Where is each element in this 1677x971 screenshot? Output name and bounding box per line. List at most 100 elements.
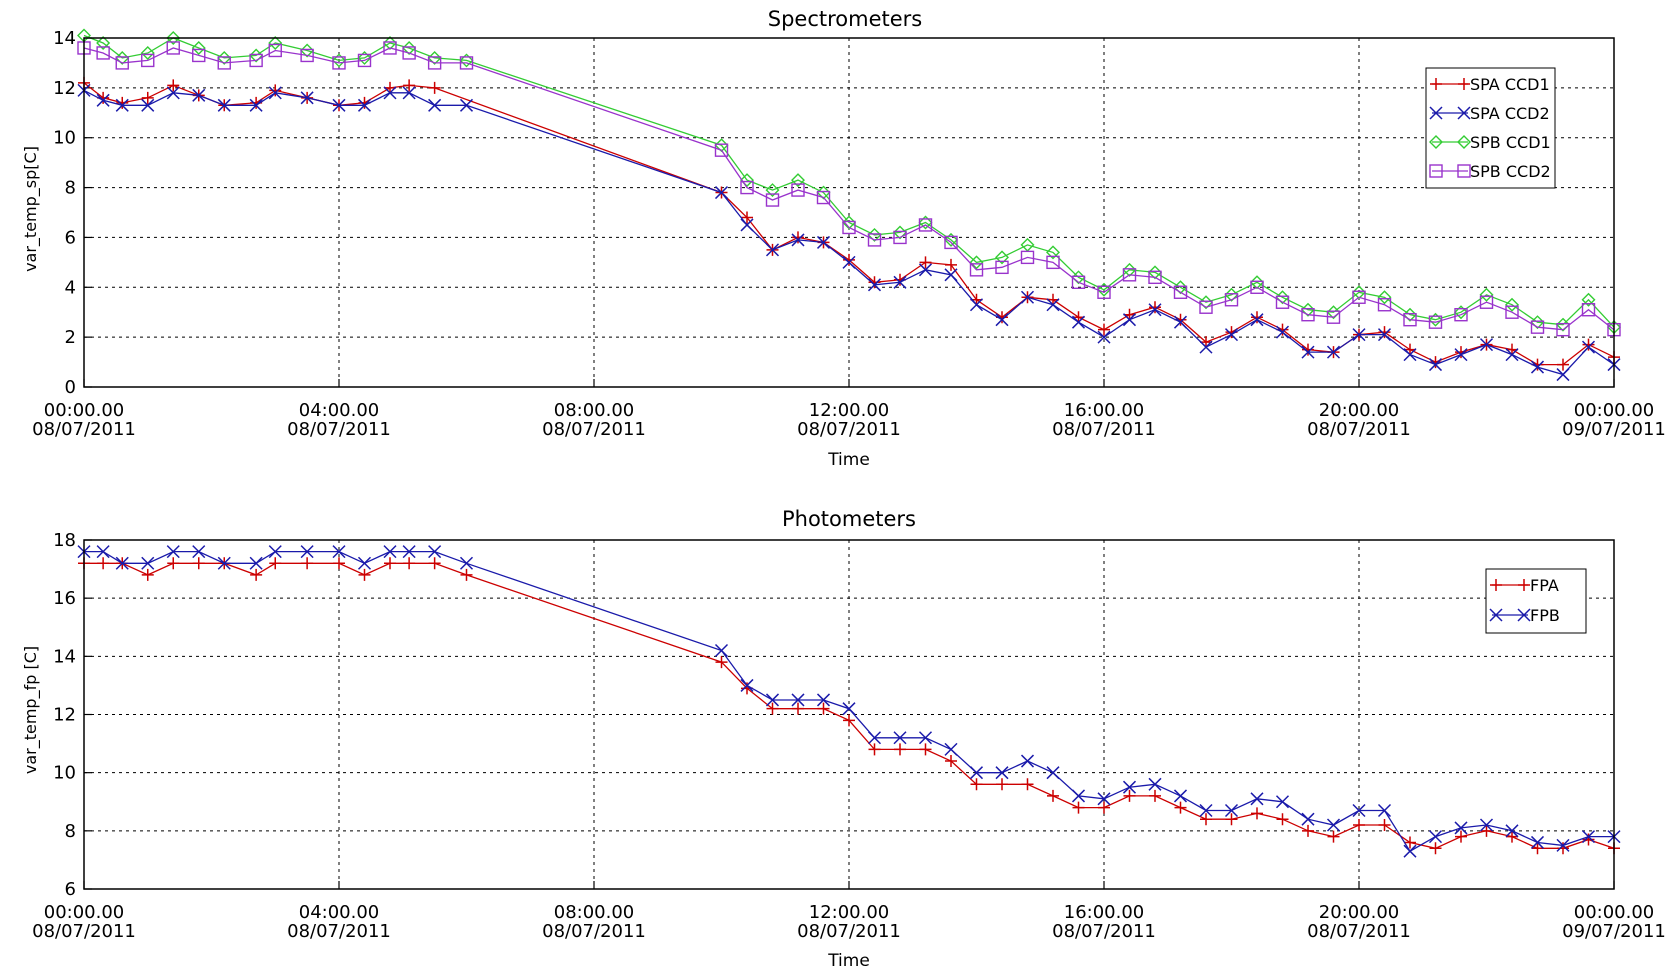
data-point (1020, 754, 1035, 768)
data-point (715, 656, 728, 669)
data-point (1224, 287, 1239, 302)
data-point (96, 93, 110, 107)
data-point (166, 545, 180, 559)
y-tick-label: 10 (53, 128, 76, 149)
data-point (428, 545, 442, 559)
data-point (1046, 766, 1060, 780)
x-axis-label: Time (827, 450, 870, 470)
data-point (1327, 830, 1340, 843)
data-point (714, 143, 729, 157)
data-point (249, 98, 263, 112)
x-tick-date: 08/07/2011 (32, 419, 136, 440)
legend-item: FPA (1490, 576, 1559, 595)
data-point (765, 243, 780, 257)
data-point (250, 568, 263, 581)
legend-marker (1457, 106, 1471, 120)
data-point (765, 193, 780, 207)
legend-item: SPB CCD1 (1429, 133, 1551, 152)
data-point (1199, 295, 1213, 310)
spectrometers-panel: Spectrometers var_temp_sp[C] Time 00:00.… (21, 7, 1666, 470)
data-point (1097, 282, 1111, 297)
x-tick-label: 00:00.00 (44, 902, 125, 923)
data-point (1480, 824, 1493, 837)
data-point (1098, 323, 1110, 336)
data-point (1097, 330, 1111, 344)
data-point (191, 40, 206, 55)
data-point (402, 46, 416, 60)
data-point (969, 263, 984, 277)
data-point (918, 263, 933, 277)
x-axis-label: Time (827, 951, 870, 971)
data-point (893, 230, 907, 245)
data-point (268, 86, 282, 100)
data-point (1301, 345, 1315, 359)
y-tick-label: 6 (65, 879, 76, 900)
data-point (1403, 312, 1417, 327)
legend-marker (1430, 78, 1442, 90)
x-tick-label: 12:00.00 (809, 400, 890, 421)
data-point (427, 56, 442, 70)
data-point (1377, 328, 1392, 342)
y-tick-label: 14 (53, 28, 76, 49)
data-point (1275, 325, 1290, 339)
data-point (995, 766, 1009, 780)
data-point (996, 778, 1008, 791)
data-point (1047, 789, 1059, 802)
data-point (1098, 801, 1110, 814)
data-point (1556, 838, 1570, 852)
legend-marker (1457, 135, 1471, 149)
data-point (1556, 317, 1570, 332)
data-point (1148, 270, 1162, 285)
data-point (740, 173, 754, 188)
x-tick-label: 00:00.00 (44, 400, 125, 421)
data-point (1428, 830, 1443, 844)
legend-item: SPA CCD1 (1430, 75, 1550, 94)
data-point (1377, 298, 1392, 312)
x-tick-label: 16:00.00 (1064, 400, 1145, 421)
x-tick-label: 20:00.00 (1319, 902, 1400, 923)
data-point (402, 40, 417, 55)
data-point (141, 53, 155, 68)
x-tick-label: 00:00.00 (1574, 400, 1655, 421)
data-point (300, 91, 314, 105)
data-point (166, 41, 180, 55)
data-point (1505, 297, 1519, 312)
x-tick-date: 09/07/2011 (1562, 419, 1666, 440)
data-point (944, 235, 958, 250)
data-point (1530, 835, 1545, 849)
data-point (816, 693, 831, 707)
data-point (1403, 348, 1417, 362)
data-point (166, 31, 181, 45)
y-tick-label: 2 (65, 327, 76, 348)
data-point (166, 86, 180, 100)
series-line (83, 89, 1615, 376)
data-point (1378, 819, 1391, 832)
legend-marker (1458, 78, 1470, 90)
data-point (1326, 305, 1341, 320)
data-point (217, 556, 231, 570)
data-point (1556, 322, 1570, 337)
data-point (1046, 245, 1060, 260)
data-point (1250, 275, 1264, 290)
data-point (1581, 830, 1596, 844)
data-point (1378, 326, 1391, 339)
data-point (167, 79, 180, 92)
data-point (1352, 285, 1366, 300)
data-point (995, 250, 1009, 265)
y-tick-label: 8 (65, 821, 76, 842)
x-tick-label: 00:00.00 (1574, 902, 1655, 923)
x-tick-label: 08:00.00 (554, 902, 635, 923)
plot-frame (83, 37, 1615, 388)
x-tick-label: 04:00.00 (299, 902, 380, 923)
data-point (1149, 789, 1161, 802)
x-tick-date: 08/07/2011 (1052, 921, 1156, 942)
data-point (115, 556, 129, 570)
data-point (791, 173, 805, 188)
chart-title: Photometers (782, 507, 916, 531)
data-point (1530, 320, 1545, 334)
legend-marker (1489, 608, 1503, 622)
data-point (842, 255, 856, 269)
data-point (1326, 310, 1341, 324)
data-point (192, 557, 205, 570)
data-point (249, 53, 263, 68)
